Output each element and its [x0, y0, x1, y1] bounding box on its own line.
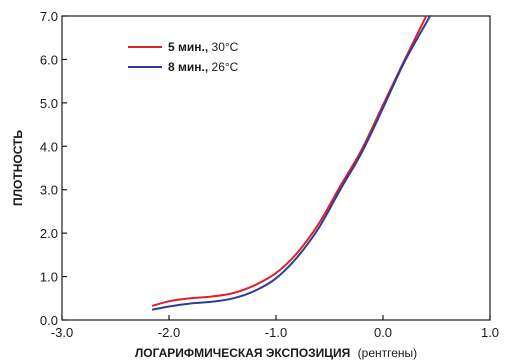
- legend: 5 мин., 30°C 8 мин., 26°C: [128, 40, 239, 74]
- x-tick-label: -2.0: [158, 325, 180, 340]
- legend-label: 8 мин., 26°C: [168, 60, 239, 74]
- series-lines: [151, 15, 432, 311]
- y-axis-ticks: 0.0 1.0 2.0 3.0 4.0 5.0 6.0 7.0: [40, 9, 67, 328]
- y-tick-label: 6.0: [40, 52, 58, 67]
- plot-frame: [61, 15, 491, 321]
- x-tick-label: 0.0: [374, 325, 392, 340]
- x-tick-label: -1.0: [265, 325, 287, 340]
- y-axis-title: ПЛОТНОСТЬ: [11, 130, 25, 206]
- y-tick-label: 3.0: [40, 183, 58, 198]
- legend-label: 5 мин., 30°C: [168, 40, 239, 54]
- x-tick-label: 1.0: [481, 325, 499, 340]
- y-tick-label: 7.0: [40, 9, 58, 24]
- y-tick-label: 4.0: [40, 139, 58, 154]
- x-axis-ticks: -3.0 -2.0 -1.0 0.0 1.0: [51, 315, 499, 340]
- y-tick-label: 1.0: [40, 270, 58, 285]
- y-tick-label: 0.0: [40, 313, 58, 328]
- series-line-1: [151, 15, 427, 307]
- x-axis-title: ЛОГАРИФМИЧЕСКАЯ ЭКСПОЗИЦИЯ (рентгены): [135, 346, 417, 360]
- y-tick-label: 5.0: [40, 96, 58, 111]
- x-tick-label: -3.0: [51, 325, 73, 340]
- series-line-2: [151, 15, 432, 311]
- plot-area: -3.0 -2.0 -1.0 0.0 1.0 0.0 1.0 2.0 3.0 4.0 5.0 6.0…: [40, 9, 499, 340]
- y-tick-label: 2.0: [40, 226, 58, 241]
